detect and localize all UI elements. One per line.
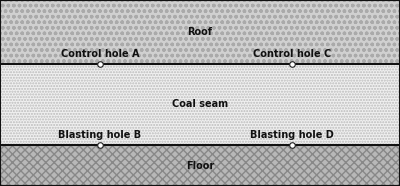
- Bar: [0, 145, 400, 186]
- Text: Floor: Floor: [186, 161, 214, 171]
- Text: Roof: Roof: [188, 27, 212, 37]
- Text: Control hole A: Control hole A: [61, 49, 139, 59]
- Text: Coal seam: Coal seam: [172, 99, 228, 109]
- Text: Blasting hole D: Blasting hole D: [250, 129, 334, 140]
- Bar: [0, 64, 400, 145]
- Text: Blasting hole B: Blasting hole B: [58, 129, 142, 140]
- Bar: [0, 0, 400, 64]
- Text: Control hole C: Control hole C: [253, 49, 331, 59]
